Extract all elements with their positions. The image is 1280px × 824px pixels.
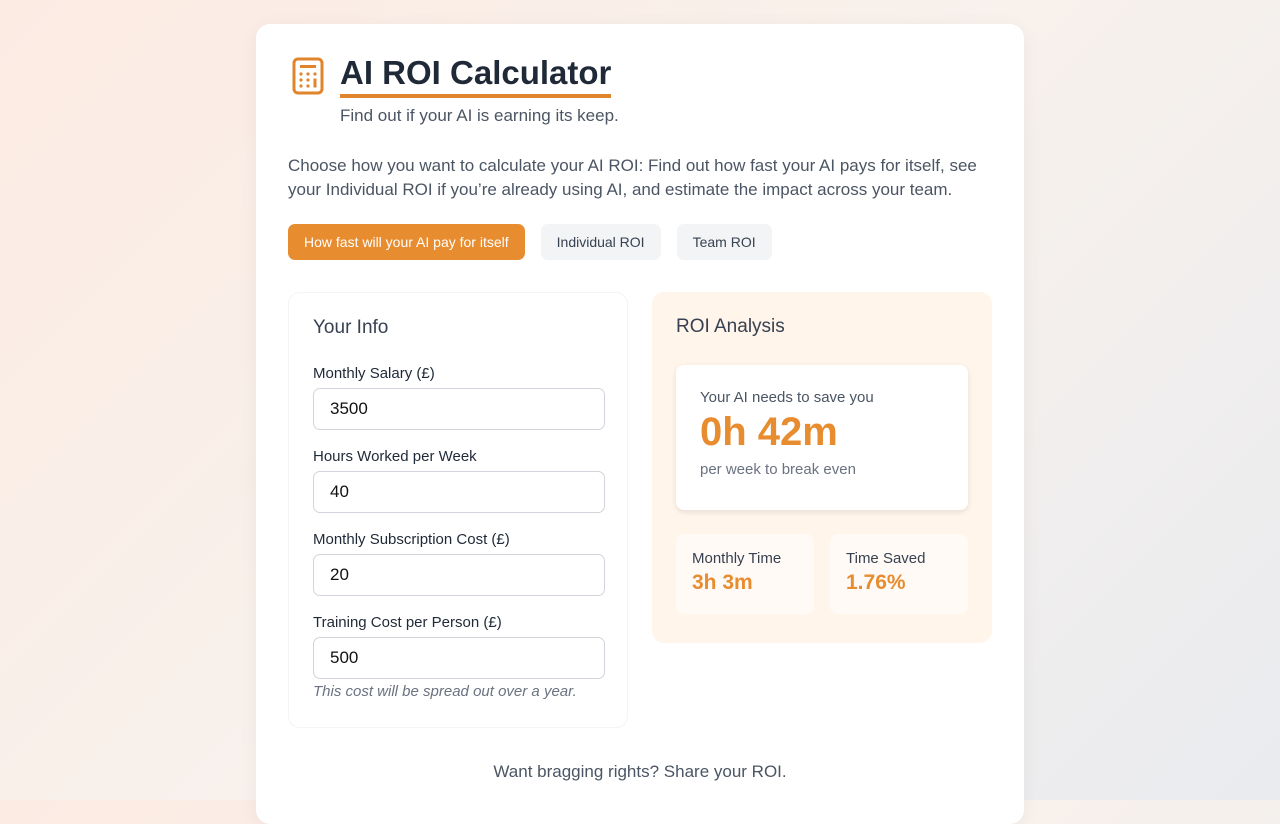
panel-title: Your Info <box>313 317 389 338</box>
hours-per-week-input[interactable]: 40 <box>313 471 605 513</box>
training-note: This cost will be spread out over a year… <box>313 683 577 700</box>
monthly-time-stat: Monthly Time 3h 3m <box>676 534 814 614</box>
break-even-card: Your AI needs to save you 0h 42m per wee… <box>676 365 968 510</box>
field-label: Hours Worked per Week <box>313 448 477 465</box>
field-label: Monthly Subscription Cost (£) <box>313 531 510 548</box>
page-title: AI ROI Calculator <box>340 54 612 98</box>
subscription-cost-input[interactable]: 20 <box>313 554 605 596</box>
roi-analysis-panel: ROI Analysis Your AI needs to save you 0… <box>652 292 992 643</box>
break-even-lead: Your AI needs to save you <box>700 389 874 406</box>
stat-value: 3h 3m <box>692 571 753 594</box>
page-subtitle: Find out if your AI is earning its keep. <box>340 106 619 125</box>
calculator-card: AI ROI Calculator Find out if your AI is… <box>256 24 1024 824</box>
monthly-salary-input[interactable]: 3500 <box>313 388 605 430</box>
calculator-icon <box>292 57 324 95</box>
share-prompt: Want bragging rights? Share your ROI. <box>493 762 787 781</box>
tab-individual-roi[interactable]: Individual ROI <box>540 224 661 260</box>
break-even-value: 0h 42m <box>700 410 838 454</box>
field-label: Training Cost per Person (£) <box>313 614 502 631</box>
field-label: Monthly Salary (£) <box>313 365 435 382</box>
stat-value: 1.76% <box>846 571 906 594</box>
mode-tabs: How fast will your AI pay for itself Ind… <box>288 224 772 260</box>
time-saved-stat: Time Saved 1.76% <box>830 534 968 614</box>
panel-title: ROI Analysis <box>676 316 785 337</box>
your-info-panel: Your Info Monthly Salary (£) 3500 Hours … <box>288 292 628 728</box>
tab-payback[interactable]: How fast will your AI pay for itself <box>288 224 525 260</box>
stat-label: Time Saved <box>846 550 926 567</box>
description: Choose how you want to calculate your AI… <box>288 156 977 199</box>
break-even-trail: per week to break even <box>700 461 856 478</box>
stat-label: Monthly Time <box>692 550 782 567</box>
training-cost-input[interactable]: 500 <box>313 637 605 679</box>
tab-team-roi[interactable]: Team ROI <box>676 224 772 260</box>
